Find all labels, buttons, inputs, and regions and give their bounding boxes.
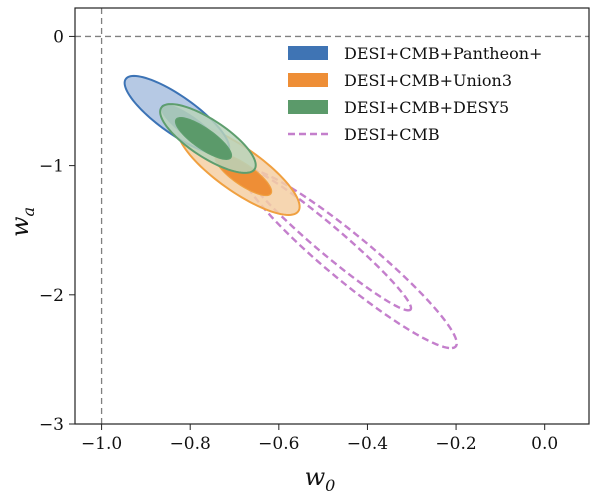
x-tick-label: 0.0 <box>531 434 558 454</box>
reference-lines <box>75 8 589 424</box>
legend-label-desi-cmb: DESI+CMB <box>344 125 440 144</box>
legend-swatch-desi-cmb-pantheon <box>288 46 328 60</box>
legend-swatch-desi-cmb-union3 <box>288 73 328 87</box>
legend-label-desi-cmb-union3: DESI+CMB+Union3 <box>344 71 512 90</box>
legend-label-desi-cmb-desy5: DESI+CMB+DESY5 <box>344 98 509 117</box>
y-tick-label: 0 <box>53 27 64 47</box>
contour-desi-cmb-95 <box>241 167 458 350</box>
legend: DESI+CMB+Pantheon+ DESI+CMB+Union3 DESI+CM… <box>288 44 542 144</box>
x-tick-label: −0.2 <box>435 434 476 454</box>
legend-swatch-desi-cmb-desy5 <box>288 100 328 114</box>
contour-layer <box>123 74 458 350</box>
contour-desi-cmb-desy5-68 <box>174 116 233 160</box>
axis-ticks: −1.0 −0.8 −0.6 −0.4 −0.2 0.0 0 −1 −2 −3 <box>39 27 558 454</box>
legend-label-desi-cmb-pantheon: DESI+CMB+Pantheon+ <box>344 44 542 63</box>
y-tick-label: −2 <box>39 286 64 306</box>
y-axis-label: wa <box>6 207 38 237</box>
y-tick-label: −1 <box>39 157 64 177</box>
x-tick-label: −1.0 <box>81 434 122 454</box>
x-tick-label: −0.6 <box>258 434 299 454</box>
x-tick-label: −0.4 <box>347 434 388 454</box>
x-tick-label: −0.8 <box>170 434 211 454</box>
x-axis-label: w0 <box>305 463 336 495</box>
y-tick-label: −3 <box>39 415 64 435</box>
plot-frame <box>74 7 590 425</box>
